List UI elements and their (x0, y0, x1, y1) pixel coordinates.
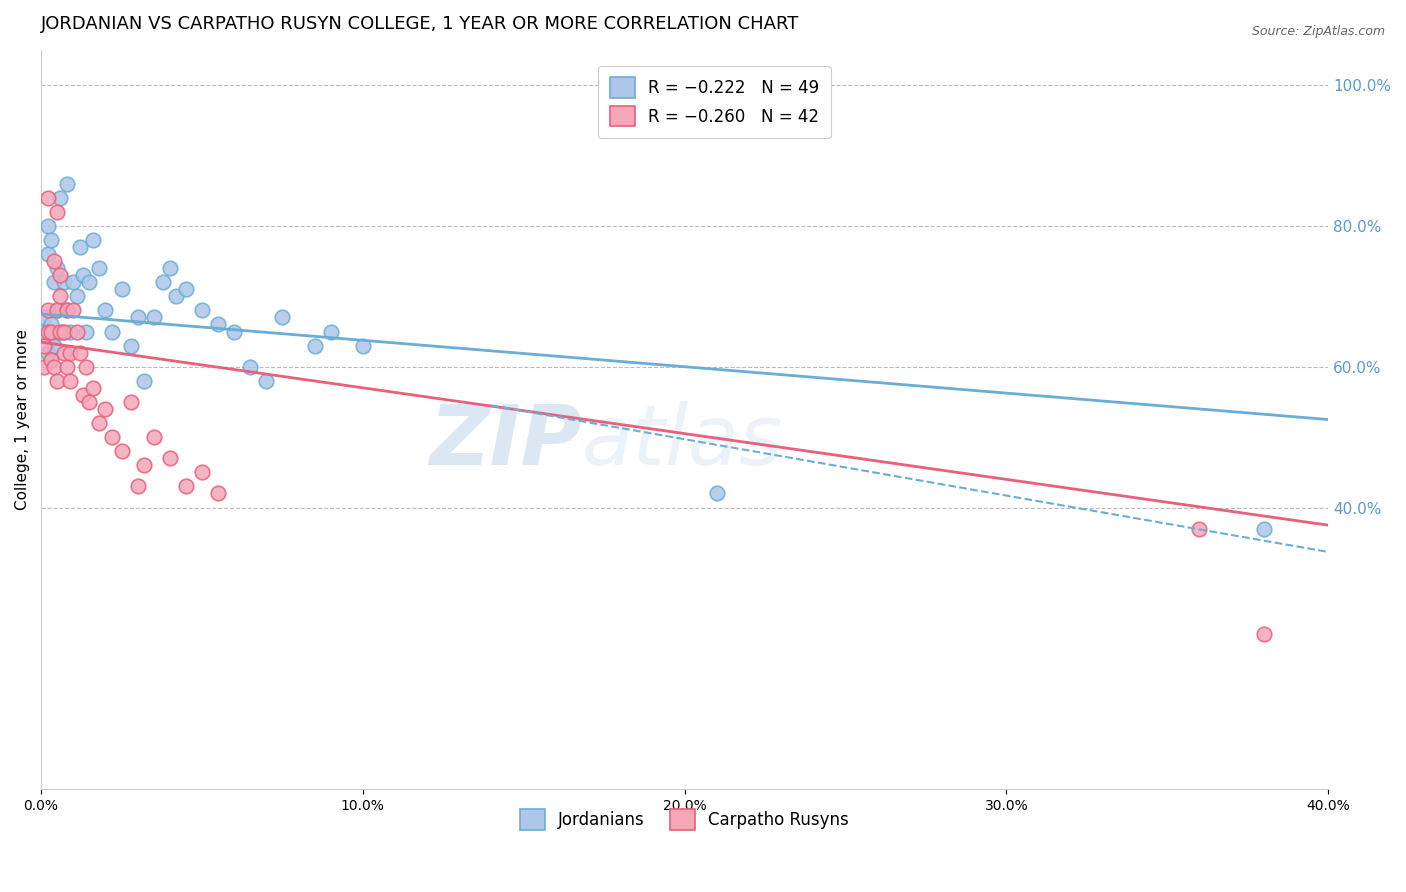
Point (87, 416, 110, 430)
Point (42, 338, 65, 352)
Point (87, 261, 110, 276)
Point (110, 444, 132, 458)
Point (319, 325, 342, 339)
Point (49, 191, 72, 205)
Point (72, 268, 94, 282)
Point (56, 303, 79, 318)
Point (39, 233, 62, 247)
Point (37, 191, 59, 205)
Point (1253, 522, 1275, 536)
Text: ZIP: ZIP (429, 401, 582, 483)
Point (101, 325, 124, 339)
Point (94, 303, 117, 318)
Point (46, 374, 69, 388)
Point (224, 325, 246, 339)
Point (59, 374, 82, 388)
Point (49, 289, 72, 303)
Point (152, 275, 174, 289)
Point (75, 359, 97, 374)
Point (165, 289, 187, 303)
Point (62, 303, 84, 318)
Point (82, 233, 104, 247)
Point (72, 388, 94, 402)
Point (39, 325, 62, 339)
Point (62, 275, 84, 289)
Point (82, 381, 104, 395)
Point (49, 268, 72, 282)
Point (304, 338, 326, 352)
Point (207, 318, 229, 332)
Point (37, 325, 59, 339)
Point (59, 345, 82, 359)
Point (159, 261, 181, 276)
Point (42, 254, 65, 268)
Point (46, 303, 69, 318)
Point (239, 359, 262, 374)
Point (42, 359, 65, 374)
Point (1188, 522, 1211, 536)
Point (191, 466, 214, 480)
Point (37, 247, 59, 261)
Point (207, 486, 229, 500)
Point (42, 275, 65, 289)
Point (142, 310, 165, 325)
Point (39, 352, 62, 367)
Point (79, 395, 101, 409)
Point (46, 204, 69, 219)
Text: JORDANIAN VS CARPATHO RUSYN COLLEGE, 1 YEAR OR MORE CORRELATION CHART: JORDANIAN VS CARPATHO RUSYN COLLEGE, 1 Y… (41, 15, 800, 33)
Point (120, 338, 142, 352)
Point (37, 303, 59, 318)
Point (174, 282, 197, 296)
Point (56, 303, 79, 318)
Point (271, 310, 294, 325)
Point (127, 479, 149, 493)
Point (101, 430, 124, 444)
Point (65, 289, 87, 303)
Y-axis label: College, 1 year or more: College, 1 year or more (15, 329, 30, 510)
Point (127, 310, 149, 325)
Point (159, 451, 181, 466)
Point (132, 458, 155, 473)
Point (49, 325, 72, 339)
Legend: Jordanians, Carpatho Rusyns: Jordanians, Carpatho Rusyns (513, 803, 856, 837)
Text: Source: ZipAtlas.com: Source: ZipAtlas.com (1251, 25, 1385, 38)
Point (52, 345, 75, 359)
Point (65, 325, 87, 339)
Point (37, 345, 59, 359)
Point (79, 275, 101, 289)
Point (46, 261, 69, 276)
Point (34, 325, 56, 339)
Point (39, 318, 62, 332)
Point (254, 374, 277, 388)
Point (46, 303, 69, 318)
Point (352, 338, 374, 352)
Point (94, 401, 117, 416)
Point (75, 325, 97, 339)
Point (110, 282, 132, 296)
Point (52, 325, 75, 339)
Point (52, 325, 75, 339)
Text: atlas: atlas (582, 401, 783, 483)
Point (142, 430, 165, 444)
Point (56, 177, 79, 191)
Point (56, 359, 79, 374)
Point (34, 310, 56, 325)
Point (1253, 627, 1275, 641)
Point (69, 240, 91, 254)
Point (191, 303, 214, 318)
Point (120, 395, 142, 409)
Point (49, 325, 72, 339)
Point (37, 219, 59, 233)
Point (34, 359, 56, 374)
Point (39, 332, 62, 346)
Point (34, 338, 56, 352)
Point (52, 275, 75, 289)
Point (59, 325, 82, 339)
Point (69, 345, 91, 359)
Point (174, 479, 197, 493)
Point (706, 486, 728, 500)
Point (132, 374, 155, 388)
